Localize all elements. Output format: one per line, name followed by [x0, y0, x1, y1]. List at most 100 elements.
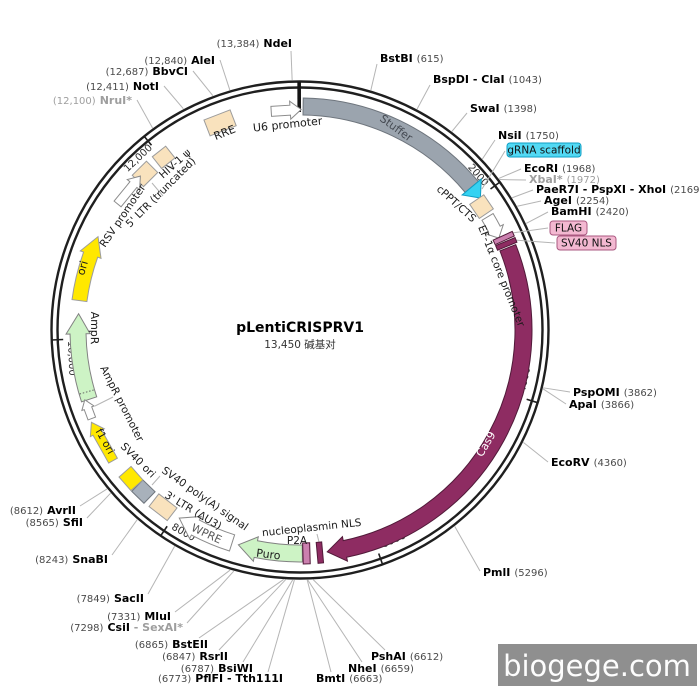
feature-grna-scaffold[interactable]	[460, 177, 482, 199]
enzyme-callout-line	[136, 99, 154, 129]
feature-ampr-promoter[interactable]	[79, 398, 98, 421]
scale-tick	[377, 553, 384, 566]
feature-ef1a-core-promoter[interactable]	[481, 212, 505, 239]
enzyme-label-part: PmlI	[483, 566, 510, 579]
enzyme-label-ecori[interactable]: EcoRI (1968)	[524, 162, 596, 175]
feature-ampr[interactable]	[65, 312, 98, 403]
enzyme-label-part: (7331)	[107, 612, 140, 623]
enzyme-label-pmli[interactable]: PmlI (5296)	[483, 566, 548, 579]
enzyme-label-part: SwaI	[470, 102, 500, 115]
enzyme-label-part: (8612)	[10, 506, 43, 517]
enzyme-label-xbai[interactable]: XbaI* (1972)	[529, 173, 600, 186]
enzyme-label-avrii[interactable]: (8612) AvrII	[10, 504, 76, 517]
enzyme-label-agei[interactable]: AgeI (2254)	[544, 194, 609, 207]
enzyme-label-swai[interactable]: SwaI (1398)	[470, 102, 537, 115]
enzyme-label-csii[interactable]: (7298) CsiI - SexAI*	[70, 621, 183, 634]
feature-u6-promoter[interactable]	[270, 100, 302, 121]
enzyme-label-mlui[interactable]: (7331) MluI	[107, 610, 171, 623]
feature-labelbox-flag[interactable]	[549, 220, 588, 236]
enzyme-label-pspomi[interactable]: PspOMI (3862)	[573, 386, 657, 399]
enzyme-callout-line	[163, 85, 184, 110]
enzyme-label-ndei[interactable]: (13,384) NdeI	[217, 37, 292, 50]
enzyme-label-part: NruI*	[100, 94, 133, 107]
enzyme-label-paer7i-pspxi-xhoi[interactable]: PaeR7I - PspXI - XhoI (2169)	[536, 183, 700, 196]
feature-labelbox-grna-scaffold[interactable]	[506, 142, 582, 158]
enzyme-callout-line	[481, 139, 496, 160]
enzyme-label-nsii[interactable]: NsiI (1750)	[498, 129, 559, 142]
enzyme-label-bsiwi[interactable]: (6787) BsiWI	[181, 662, 253, 675]
feature-label-ori: ori	[74, 259, 90, 276]
enzyme-label-sacii[interactable]: (7849) SacII	[77, 592, 144, 605]
enzyme-label-part: (6773)	[158, 674, 191, 685]
enzyme-callout-line	[370, 63, 378, 91]
feature-label-p2a: P2A	[287, 535, 308, 547]
feature-wpre[interactable]	[178, 515, 236, 552]
feature-nucleoplasmin-nls-seg[interactable]	[315, 541, 325, 564]
enzyme-callout-line	[543, 387, 571, 393]
enzyme-label-ecorv[interactable]: EcoRV (4360)	[551, 456, 627, 469]
enzyme-label-part: CsiI	[107, 621, 129, 634]
enzyme-label-part: (8243)	[35, 555, 68, 566]
plasmid-size: 13,450 碱基对	[264, 338, 336, 351]
feature-label-u6-promoter: U6 promoter	[252, 114, 323, 134]
enzyme-label-bspdi-clai[interactable]: BspDI - ClaI (1043)	[433, 73, 542, 86]
feature-flag-seg[interactable]	[492, 230, 515, 246]
enzyme-label-nhei[interactable]: NheI (6659)	[348, 662, 414, 675]
enzyme-label-pshai[interactable]: PshAI (6612)	[371, 650, 443, 663]
enzyme-label-part: (6659)	[381, 664, 414, 675]
enzyme-label-alei[interactable]: (12,840) AleI	[144, 54, 215, 67]
feature-label-nucleoplasmin-nls: nucleoplasmin NLS	[261, 517, 362, 539]
enzyme-label-bstbi[interactable]: BstBI (615)	[380, 52, 444, 65]
enzyme-label-sfii[interactable]: (8565) SfiI	[26, 516, 83, 529]
enzyme-label-apai[interactable]: ApaI (3866)	[569, 398, 634, 411]
feature-sv40-nls-seg[interactable]	[494, 236, 518, 251]
enzyme-label-part: (2254)	[576, 196, 609, 207]
feature-p2a-seg[interactable]	[302, 542, 311, 565]
enzyme-callout-line	[147, 546, 176, 595]
feature-rre[interactable]	[203, 109, 237, 137]
enzyme-callout-line	[219, 59, 231, 91]
feature-rsv-promoter[interactable]	[111, 171, 146, 209]
enzyme-label-bsteii[interactable]: (6865) BstEII	[135, 638, 208, 651]
enzyme-label-part: (6787)	[181, 664, 214, 675]
enzyme-label-part: BstEII	[172, 638, 208, 651]
feature-puro[interactable]	[237, 536, 303, 563]
enzyme-label-bamhi[interactable]: BamHI (2420)	[551, 205, 629, 218]
enzyme-callout-line	[86, 492, 111, 519]
enzyme-label-pflfi-tth111i[interactable]: (6773) PflFI - Tth111I	[158, 672, 283, 685]
feature-hiv1-psi[interactable]	[151, 145, 176, 170]
enzyme-label-part: (12,100)	[53, 96, 96, 107]
feature-cas9[interactable]	[326, 243, 533, 563]
enzyme-label-part: (615)	[417, 54, 444, 65]
feature-f1-ori[interactable]	[84, 418, 120, 464]
enzyme-label-part: (7849)	[77, 594, 110, 605]
enzyme-label-part: NotI	[133, 80, 159, 93]
feature-stuffer[interactable]	[302, 97, 479, 194]
feature-ori[interactable]	[71, 235, 102, 303]
enzyme-label-bmti[interactable]: BmtI (6663)	[316, 672, 383, 685]
feature-labelbox-sv40-nls[interactable]	[556, 235, 617, 251]
enzyme-label-part: (6865)	[135, 640, 168, 651]
enzyme-callout-line	[198, 579, 284, 639]
enzyme-label-part: PshAI	[371, 650, 406, 663]
enzyme-label-noti[interactable]: (12,411) NotI	[86, 80, 159, 93]
enzyme-label-part: MluI	[144, 610, 171, 623]
feature-sv40-ori[interactable]	[118, 465, 144, 492]
ampr-signal-boundary	[79, 389, 94, 395]
enzyme-label-bbvci[interactable]: (12,687) BbvCI	[106, 65, 188, 78]
enzyme-label-part: PspOMI	[573, 386, 620, 399]
enzyme-label-snabi[interactable]: (8243) SnaBI	[35, 553, 108, 566]
enzyme-label-part: (4360)	[594, 458, 627, 469]
enzyme-label-part: (12,411)	[86, 82, 129, 93]
enzyme-label-part: XbaI*	[529, 173, 563, 186]
enzyme-label-part: (1972)	[567, 175, 600, 186]
enzyme-label-rsrii[interactable]: (6847) RsrII	[162, 650, 228, 663]
enzyme-label-nrui[interactable]: (12,100) NruI*	[53, 94, 132, 107]
feature-label-grna-scaffold: gRNA scaffold	[507, 145, 580, 157]
enzyme-label-part: SacII	[114, 592, 144, 605]
feature-cppt-cts[interactable]	[469, 194, 495, 220]
feature-sv40-polya[interactable]	[131, 479, 156, 504]
enzyme-callout-line	[174, 569, 231, 613]
feature-ltr3[interactable]	[148, 493, 178, 522]
